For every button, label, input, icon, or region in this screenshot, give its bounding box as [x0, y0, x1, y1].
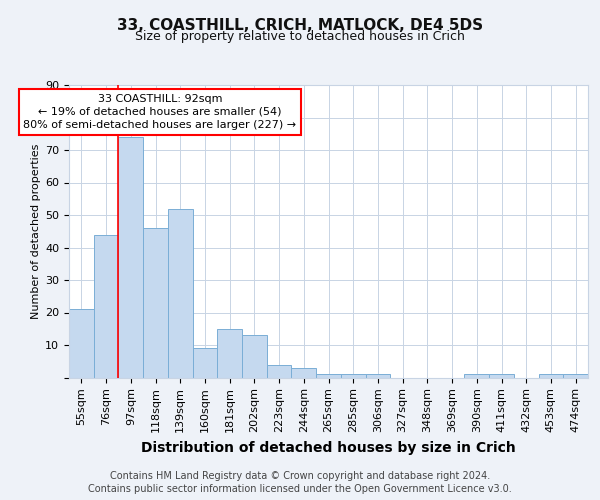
- Text: Contains HM Land Registry data © Crown copyright and database right 2024.: Contains HM Land Registry data © Crown c…: [110, 471, 490, 481]
- Bar: [267, 364, 292, 378]
- Bar: [365, 374, 390, 378]
- Bar: [217, 329, 242, 378]
- Bar: [539, 374, 563, 378]
- Bar: [143, 228, 168, 378]
- Bar: [94, 234, 118, 378]
- Bar: [168, 208, 193, 378]
- Text: Size of property relative to detached houses in Crich: Size of property relative to detached ho…: [135, 30, 465, 43]
- Text: 33, COASTHILL, CRICH, MATLOCK, DE4 5DS: 33, COASTHILL, CRICH, MATLOCK, DE4 5DS: [117, 18, 483, 32]
- Bar: [242, 335, 267, 378]
- Bar: [292, 368, 316, 378]
- X-axis label: Distribution of detached houses by size in Crich: Distribution of detached houses by size …: [141, 440, 516, 454]
- Text: 33 COASTHILL: 92sqm
← 19% of detached houses are smaller (54)
80% of semi-detach: 33 COASTHILL: 92sqm ← 19% of detached ho…: [23, 94, 296, 130]
- Text: Contains public sector information licensed under the Open Government Licence v3: Contains public sector information licen…: [88, 484, 512, 494]
- Y-axis label: Number of detached properties: Number of detached properties: [31, 144, 41, 319]
- Bar: [464, 374, 489, 378]
- Bar: [563, 374, 588, 378]
- Bar: [316, 374, 341, 378]
- Bar: [193, 348, 217, 378]
- Bar: [341, 374, 365, 378]
- Bar: [489, 374, 514, 378]
- Bar: [69, 309, 94, 378]
- Bar: [118, 137, 143, 378]
